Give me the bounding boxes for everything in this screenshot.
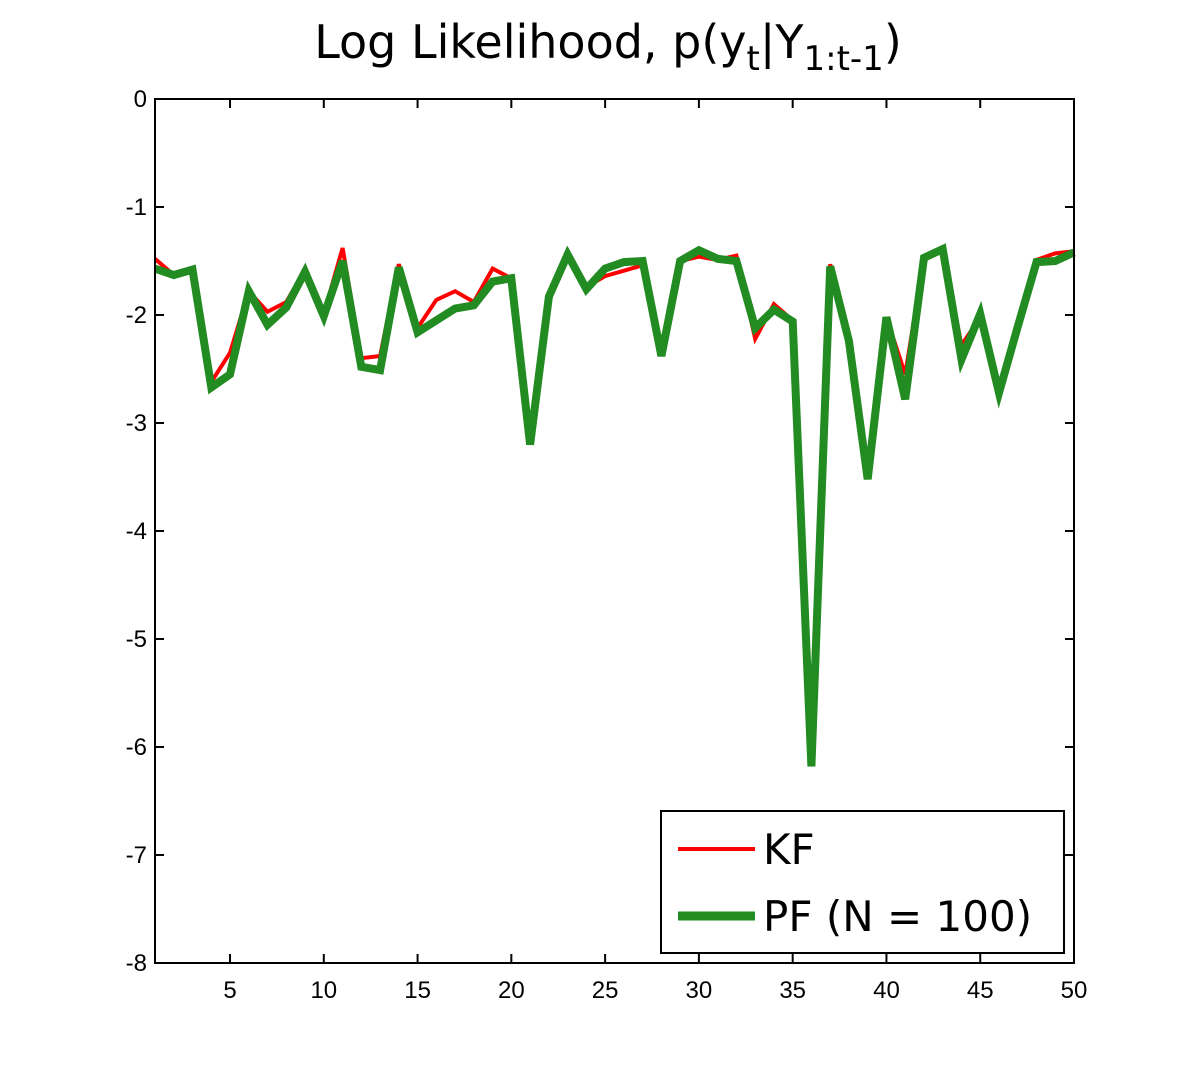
axis-ticks bbox=[155, 98, 1075, 964]
x-tick-label: 25 bbox=[592, 977, 619, 1004]
y-tick-label: -5 bbox=[126, 626, 147, 653]
legend: KF PF (N = 100) bbox=[660, 810, 1065, 954]
y-tick-label: -6 bbox=[126, 734, 147, 761]
series-lines bbox=[153, 243, 1076, 767]
legend-pf-label: PF (N = 100) bbox=[763, 892, 1032, 941]
x-tick-label: 5 bbox=[223, 977, 236, 1004]
y-tick-label: 0 bbox=[134, 86, 147, 113]
legend-kf-label: KF bbox=[763, 825, 815, 874]
x-tick-label: 50 bbox=[1061, 977, 1088, 1004]
x-tick-label: 10 bbox=[310, 977, 337, 1004]
series-line-pf bbox=[153, 243, 1076, 767]
legend-box bbox=[660, 810, 1065, 954]
y-tick-label: -8 bbox=[126, 950, 147, 977]
y-tick-label: -4 bbox=[126, 518, 147, 545]
y-tick-label: -3 bbox=[126, 410, 147, 437]
chart-title: Log Likelihood, p(yt|Y1:t-1) bbox=[314, 15, 902, 79]
y-tick-label: -2 bbox=[126, 302, 147, 329]
x-tick-label: 45 bbox=[967, 977, 994, 1004]
x-tick-label: 15 bbox=[404, 977, 431, 1004]
y-tick-label: -1 bbox=[126, 194, 147, 221]
x-tick-label: 30 bbox=[686, 977, 713, 1004]
tick-labels: 0 -1 -2 -3 -4 -5 -6 -7 -8 5 10 15 20 25 30 35 40 45 50 bbox=[126, 86, 1088, 1004]
x-tick-label: 35 bbox=[779, 977, 806, 1004]
x-tick-label: 40 bbox=[873, 977, 900, 1004]
x-tick-label: 20 bbox=[498, 977, 525, 1004]
plot-frame bbox=[154, 98, 1075, 964]
y-tick-label: -7 bbox=[126, 842, 147, 869]
